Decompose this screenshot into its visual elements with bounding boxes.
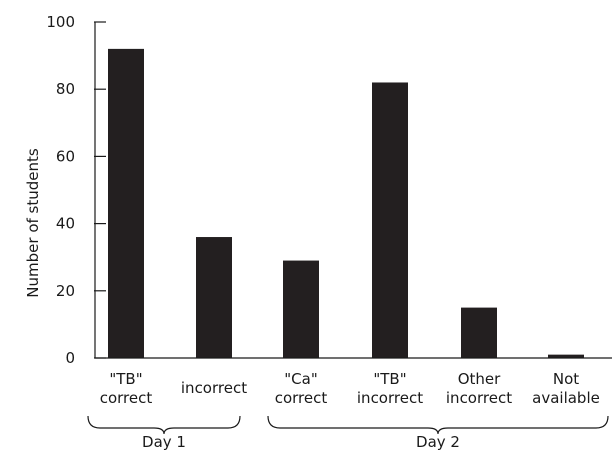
x-tick-label-4: Other incorrect [446,370,512,407]
y-tick-label-100: 100 [46,13,75,31]
y-axis: 0 20 40 60 80 100 [46,13,106,367]
y-tick-label-0: 0 [65,349,75,367]
category-labels: "TB" correct incorrect "Ca" correct "TB" incor… [100,370,600,407]
y-axis-label: Number of students [24,148,42,298]
y-tick-label-80: 80 [56,80,75,98]
group-label-1: Day 2 [416,433,460,451]
x-tick-label-1: incorrect [181,379,247,397]
x-tick-label-3: "TB" incorrect [357,370,423,407]
group-label-0: Day 1 [142,433,186,451]
group-brace-0 [87,415,241,435]
bar-2 [283,260,319,358]
x-tick-label-2: "Ca" correct [275,370,328,407]
bar-4 [461,307,497,358]
x-tick-label-5: Not available [532,370,600,407]
bar-0 [108,48,144,358]
y-tick-label-40: 40 [56,215,75,233]
y-tick-label-60: 60 [56,147,75,165]
bar-3 [372,82,408,358]
bars [108,48,584,358]
group-braces: Day 1 Day 2 [87,415,609,451]
bar-1 [196,237,232,358]
x-tick-label-0: "TB" correct [100,370,153,407]
y-tick-label-20: 20 [56,282,75,300]
bar-5 [548,354,584,358]
group-brace-1 [267,415,609,435]
